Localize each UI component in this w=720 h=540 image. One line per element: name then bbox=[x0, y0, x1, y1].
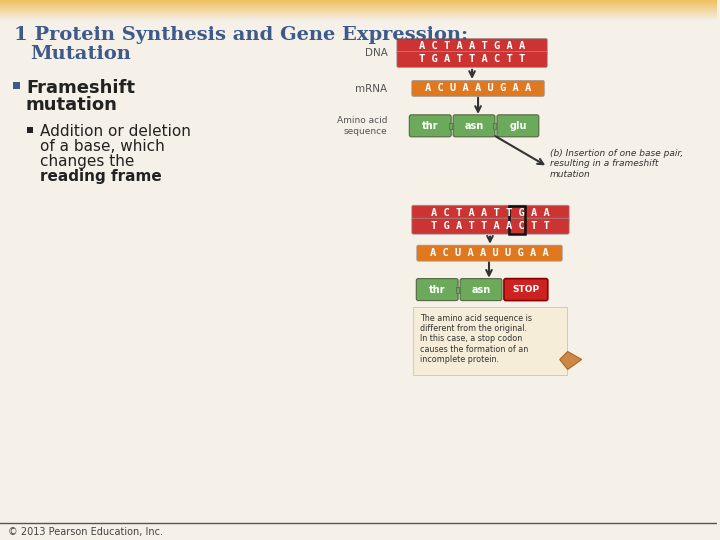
FancyBboxPatch shape bbox=[460, 279, 502, 301]
FancyBboxPatch shape bbox=[497, 115, 539, 137]
Text: glu: glu bbox=[509, 121, 526, 131]
Text: Mutation: Mutation bbox=[30, 45, 131, 63]
FancyBboxPatch shape bbox=[453, 115, 495, 137]
FancyBboxPatch shape bbox=[397, 38, 547, 55]
Bar bbox=[0, 18, 717, 19]
FancyBboxPatch shape bbox=[412, 205, 570, 221]
Bar bbox=[27, 127, 33, 133]
Text: of a base, which: of a base, which bbox=[40, 139, 165, 154]
Text: The amino acid sequence is
different from the original.
In this case, a stop cod: The amino acid sequence is different fro… bbox=[420, 314, 532, 364]
Bar bbox=[0, 5, 717, 6]
Text: 1 Protein Synthesis and Gene Expression:: 1 Protein Synthesis and Gene Expression: bbox=[14, 26, 468, 44]
Text: STOP: STOP bbox=[513, 285, 539, 294]
Text: thr: thr bbox=[422, 121, 438, 131]
Text: A C T A A T G A A: A C T A A T G A A bbox=[419, 42, 525, 51]
Bar bbox=[0, 16, 717, 17]
Bar bbox=[0, 2, 717, 3]
Text: mRNA: mRNA bbox=[355, 84, 387, 94]
Bar bbox=[0, 1, 717, 2]
FancyBboxPatch shape bbox=[412, 80, 544, 96]
FancyBboxPatch shape bbox=[417, 245, 562, 261]
Bar bbox=[0, 19, 717, 20]
Bar bbox=[13, 82, 20, 89]
Text: (b) Insertion of one base pair,
resulting in a frameshift
mutation: (b) Insertion of one base pair, resultin… bbox=[550, 149, 683, 179]
Text: changes the: changes the bbox=[40, 154, 134, 169]
Bar bbox=[0, 10, 717, 11]
Bar bbox=[0, 15, 717, 16]
Text: A C T A A T T G A A: A C T A A T T G A A bbox=[431, 208, 550, 218]
Bar bbox=[0, 13, 717, 14]
Bar bbox=[0, 14, 717, 15]
Bar bbox=[0, 6, 717, 7]
Text: DNA: DNA bbox=[364, 48, 387, 58]
Bar bbox=[0, 11, 717, 12]
Bar bbox=[0, 7, 717, 8]
Bar bbox=[0, 9, 717, 10]
Text: Addition or deletion: Addition or deletion bbox=[40, 124, 191, 139]
FancyBboxPatch shape bbox=[413, 307, 567, 375]
Bar bbox=[0, 12, 717, 13]
Text: © 2013 Pearson Education, Inc.: © 2013 Pearson Education, Inc. bbox=[8, 527, 163, 537]
Text: T G A T T A A C T T: T G A T T A A C T T bbox=[431, 221, 550, 231]
FancyBboxPatch shape bbox=[416, 279, 458, 301]
Bar bbox=[493, 123, 499, 129]
Text: A C U A A U G A A: A C U A A U G A A bbox=[425, 83, 531, 93]
Text: asn: asn bbox=[472, 285, 490, 295]
Bar bbox=[449, 123, 455, 129]
Text: asn: asn bbox=[464, 121, 484, 131]
Bar bbox=[0, 4, 717, 5]
Polygon shape bbox=[559, 352, 582, 369]
Bar bbox=[0, 3, 717, 4]
Text: thr: thr bbox=[429, 285, 446, 295]
Text: reading frame: reading frame bbox=[40, 169, 161, 184]
Bar bbox=[0, 0, 717, 1]
Text: T G A T T A C T T: T G A T T A C T T bbox=[419, 55, 525, 64]
FancyBboxPatch shape bbox=[412, 218, 570, 234]
Bar bbox=[456, 287, 462, 293]
Bar bbox=[0, 8, 717, 9]
FancyBboxPatch shape bbox=[410, 115, 451, 137]
FancyBboxPatch shape bbox=[397, 51, 547, 68]
FancyBboxPatch shape bbox=[504, 279, 548, 301]
Text: mutation: mutation bbox=[26, 96, 118, 114]
Text: Amino acid
sequence: Amino acid sequence bbox=[337, 116, 387, 136]
Bar bbox=[0, 17, 717, 18]
Text: Frameshift: Frameshift bbox=[26, 79, 135, 97]
Text: A C U A A U U G A A: A C U A A U U G A A bbox=[430, 248, 549, 258]
